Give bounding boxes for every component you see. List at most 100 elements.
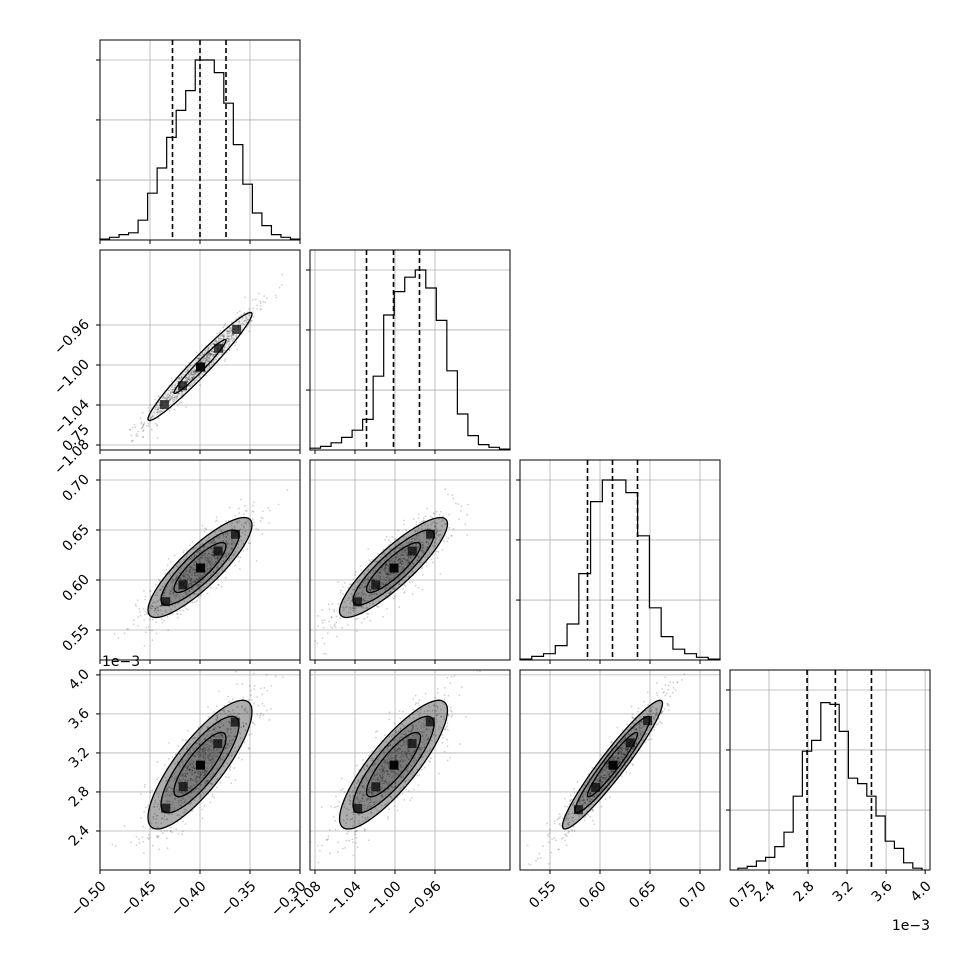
sample-point bbox=[155, 611, 158, 614]
sample-point bbox=[430, 558, 433, 561]
sample-point bbox=[403, 549, 405, 551]
sample-point bbox=[400, 750, 403, 753]
sample-point bbox=[400, 770, 403, 772]
sample-point bbox=[436, 522, 439, 524]
sample-point bbox=[196, 550, 199, 553]
sample-point bbox=[183, 559, 186, 561]
sample-point bbox=[381, 764, 384, 767]
sample-point bbox=[317, 614, 320, 617]
sample-point bbox=[169, 801, 171, 803]
sample-point bbox=[219, 781, 222, 784]
sample-point bbox=[161, 817, 164, 820]
sample-point bbox=[388, 767, 390, 770]
sample-point bbox=[143, 810, 146, 813]
sample-point bbox=[421, 573, 424, 576]
sample-point bbox=[388, 711, 391, 714]
sample-point bbox=[177, 393, 179, 396]
sample-point bbox=[193, 371, 195, 374]
sample-point bbox=[370, 597, 373, 600]
sample-point bbox=[199, 774, 202, 777]
sample-point bbox=[144, 806, 147, 809]
sample-point bbox=[198, 743, 201, 745]
sample-point bbox=[385, 563, 388, 565]
density-peak-cell bbox=[213, 546, 223, 556]
sample-point bbox=[407, 567, 410, 570]
sample-point bbox=[656, 708, 658, 711]
sample-point bbox=[610, 771, 612, 774]
sample-point bbox=[322, 652, 325, 655]
sample-point bbox=[189, 372, 192, 375]
sample-point bbox=[382, 575, 385, 578]
sample-point bbox=[170, 590, 172, 593]
sample-point bbox=[241, 704, 244, 707]
sample-point bbox=[347, 611, 350, 614]
sample-point bbox=[391, 756, 394, 759]
sample-point bbox=[233, 767, 236, 769]
sample-point bbox=[135, 432, 138, 435]
sample-point bbox=[218, 537, 221, 539]
sample-point bbox=[348, 839, 351, 842]
sample-point bbox=[280, 284, 283, 286]
sample-point bbox=[426, 728, 428, 731]
sample-point bbox=[193, 373, 196, 376]
sample-point bbox=[228, 742, 231, 745]
sample-point bbox=[433, 704, 436, 707]
sample-point bbox=[214, 755, 217, 758]
sample-point bbox=[207, 557, 210, 560]
sample-point bbox=[382, 767, 385, 770]
sample-point bbox=[255, 527, 257, 530]
sample-point bbox=[401, 560, 404, 563]
sample-point bbox=[198, 750, 201, 753]
sample-point bbox=[220, 585, 223, 588]
sample-point bbox=[197, 753, 200, 756]
sample-point bbox=[388, 568, 390, 570]
sample-point bbox=[198, 775, 201, 778]
sample-point bbox=[418, 730, 421, 733]
sample-point bbox=[210, 734, 213, 736]
sample-point bbox=[378, 571, 380, 574]
sample-point bbox=[227, 776, 230, 779]
density-peak-cell bbox=[161, 803, 171, 813]
sample-point bbox=[402, 566, 404, 569]
sample-point bbox=[217, 583, 219, 586]
sample-point bbox=[244, 533, 246, 536]
sample-point bbox=[390, 572, 393, 575]
sample-point bbox=[213, 353, 215, 356]
sample-point bbox=[224, 358, 227, 361]
sample-point bbox=[216, 715, 219, 718]
sample-point bbox=[180, 567, 183, 570]
sample-point bbox=[399, 561, 402, 564]
sample-point bbox=[386, 759, 388, 762]
sample-point bbox=[447, 537, 450, 540]
sample-point bbox=[249, 525, 252, 528]
sample-point bbox=[382, 583, 385, 586]
sample-point bbox=[236, 520, 239, 523]
sample-point bbox=[398, 547, 401, 550]
sample-point bbox=[189, 379, 191, 382]
sample-point bbox=[398, 552, 401, 555]
sample-point bbox=[426, 545, 429, 548]
sample-point bbox=[187, 729, 189, 732]
sample-point bbox=[253, 672, 255, 675]
sample-point bbox=[381, 572, 383, 575]
sample-point bbox=[417, 513, 420, 516]
sample-point bbox=[374, 801, 376, 804]
sample-point bbox=[169, 392, 172, 394]
sample-point bbox=[194, 568, 197, 571]
sample-point bbox=[377, 577, 380, 579]
sample-point bbox=[207, 542, 210, 544]
sample-point bbox=[380, 804, 383, 807]
sample-point bbox=[379, 774, 382, 777]
sample-point bbox=[187, 584, 190, 587]
sample-point bbox=[209, 759, 212, 761]
sample-point bbox=[353, 607, 356, 610]
sample-point bbox=[226, 743, 229, 746]
sample-point bbox=[385, 535, 388, 538]
sample-point bbox=[586, 781, 589, 783]
sample-point bbox=[196, 579, 199, 582]
sample-point bbox=[201, 749, 204, 751]
sample-point bbox=[203, 358, 205, 361]
sample-point bbox=[165, 795, 168, 797]
sample-point bbox=[197, 376, 200, 379]
sample-point bbox=[220, 353, 223, 356]
